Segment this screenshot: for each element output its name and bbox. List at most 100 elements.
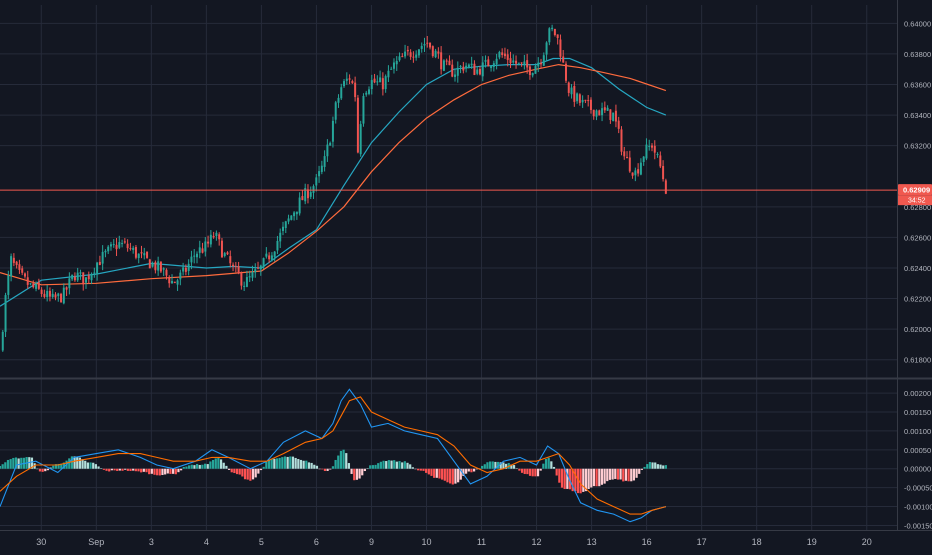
macd-histogram-bar xyxy=(566,468,569,489)
x-tick-label: 9 xyxy=(369,537,374,547)
candle-body xyxy=(76,272,79,281)
candle-body xyxy=(337,97,340,103)
candle-body xyxy=(262,258,265,268)
candle-body xyxy=(601,108,604,116)
last-price-overlay: 0.62909 34:52 xyxy=(0,184,932,206)
macd-histogram-bar xyxy=(528,468,532,476)
candle-body xyxy=(93,272,96,274)
candle-body xyxy=(245,277,248,287)
y-tick-label: -0.00050 xyxy=(904,484,932,493)
candle-body xyxy=(392,62,395,69)
candle-body xyxy=(15,261,18,265)
macd-histogram-bar xyxy=(539,468,542,471)
candle-body xyxy=(109,244,112,247)
macd-histogram-bar xyxy=(438,468,441,479)
y-tick-label: 0.63400 xyxy=(904,111,931,120)
macd-histogram-bar xyxy=(89,462,92,469)
macd-histogram-bar xyxy=(465,468,468,474)
x-tick-label: Sep xyxy=(88,537,104,547)
candle-body xyxy=(345,78,348,81)
macd-histogram-bar xyxy=(483,464,486,469)
macd-histogram-bar xyxy=(486,462,489,469)
candle-body xyxy=(329,142,332,146)
macd-histogram-bar xyxy=(646,464,649,469)
x-tick-label: 17 xyxy=(697,537,707,547)
macd-histogram-bar xyxy=(262,466,265,469)
candle-body xyxy=(281,226,284,231)
candle-body xyxy=(340,87,343,99)
candle-body xyxy=(1,331,4,351)
candle-body xyxy=(381,78,384,90)
candle-body xyxy=(320,165,323,172)
macd-histogram-bar xyxy=(60,463,63,469)
candle-body xyxy=(467,64,470,68)
candle-body xyxy=(304,188,307,202)
candle-body xyxy=(487,59,490,67)
candle-body xyxy=(423,44,426,46)
macd-histogram-bar xyxy=(331,466,335,469)
candle-body xyxy=(445,60,448,62)
candle-body xyxy=(442,60,445,71)
macd-histogram-bar xyxy=(121,468,124,471)
macd-histogram-bar xyxy=(137,468,140,472)
macd-histogram-bar xyxy=(44,468,47,472)
macd-histogram-bar xyxy=(417,468,420,471)
macd-histogram-bar xyxy=(150,468,153,474)
candle-body xyxy=(23,273,26,277)
macd-histogram-bar xyxy=(326,468,329,471)
candle-body xyxy=(517,62,520,64)
candle-body xyxy=(293,212,296,217)
candle-body xyxy=(531,73,534,76)
macd-histogram-bar xyxy=(235,468,239,475)
macd-histogram-bar xyxy=(14,457,18,469)
macd-histogram-bar xyxy=(608,468,612,480)
macd-histogram-bar xyxy=(289,456,292,469)
macd-histogram-bar xyxy=(6,459,10,469)
macd-histogram-bar xyxy=(419,468,422,471)
macd-histogram-bar xyxy=(488,461,492,469)
candle-body xyxy=(193,255,196,257)
macd-histogram-bar xyxy=(579,468,582,494)
macd-histogram-bar xyxy=(209,461,212,469)
macd-histogram-bar xyxy=(616,468,620,480)
macd-histogram-bar xyxy=(129,468,132,471)
macd-histogram-bar xyxy=(116,468,119,471)
macd-histogram-bar xyxy=(134,468,137,472)
candle-body xyxy=(650,145,653,148)
candle-body xyxy=(290,215,293,220)
candle-body xyxy=(664,180,667,194)
candle-body xyxy=(204,241,207,252)
candle-body xyxy=(503,53,506,57)
macd-histogram-bar xyxy=(555,468,558,476)
macd-histogram-bar xyxy=(640,468,643,470)
candle-body xyxy=(315,177,318,186)
x-tick-label: 18 xyxy=(752,537,762,547)
macd-histogram-bar xyxy=(430,468,433,476)
candle-body xyxy=(456,67,459,76)
macd-histogram-bar xyxy=(108,468,111,472)
candle-body xyxy=(415,54,418,58)
candle-body xyxy=(257,267,260,269)
macd-histogram-bar xyxy=(206,464,209,469)
candlestick-series xyxy=(1,24,667,352)
candle-body xyxy=(134,247,137,258)
macd-histogram-bar xyxy=(145,468,148,473)
candle-body xyxy=(171,281,174,284)
macd-histogram-bar xyxy=(230,468,233,473)
candle-body xyxy=(151,262,154,267)
candle-body xyxy=(306,189,309,199)
macd-histogram-bar xyxy=(470,468,473,473)
candle-body xyxy=(501,52,504,56)
candle-body xyxy=(279,232,282,242)
macd-histogram-bar xyxy=(259,468,263,471)
y-tick-label: 0.00100 xyxy=(904,427,931,436)
macd-histogram-bar xyxy=(387,460,390,469)
candle-body xyxy=(584,99,587,101)
macd-histogram-bar xyxy=(369,465,372,469)
macd-histogram-bar xyxy=(635,468,638,478)
macd-histogram-bar xyxy=(427,468,430,475)
macd-histogram-bar xyxy=(504,463,508,469)
